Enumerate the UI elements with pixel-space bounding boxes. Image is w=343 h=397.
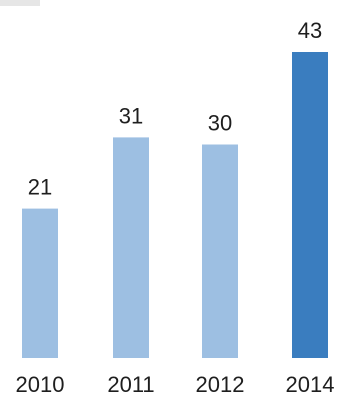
data-label-2014: 43 [298,18,322,43]
x-tick-label-2012: 2012 [196,372,245,397]
x-tick-label-2011: 2011 [107,372,154,397]
bar-2014 [292,52,328,358]
data-label-2011: 31 [119,103,143,128]
x-tick-label-2010: 2010 [16,372,65,397]
data-label-2012: 30 [208,111,232,136]
data-label-2010: 21 [28,175,52,200]
bar-2010 [22,208,58,358]
cropped-title-fragment [0,0,40,6]
bar-2012 [202,144,238,358]
bar-2011 [113,137,149,358]
x-tick-label-2014: 2014 [286,372,335,397]
